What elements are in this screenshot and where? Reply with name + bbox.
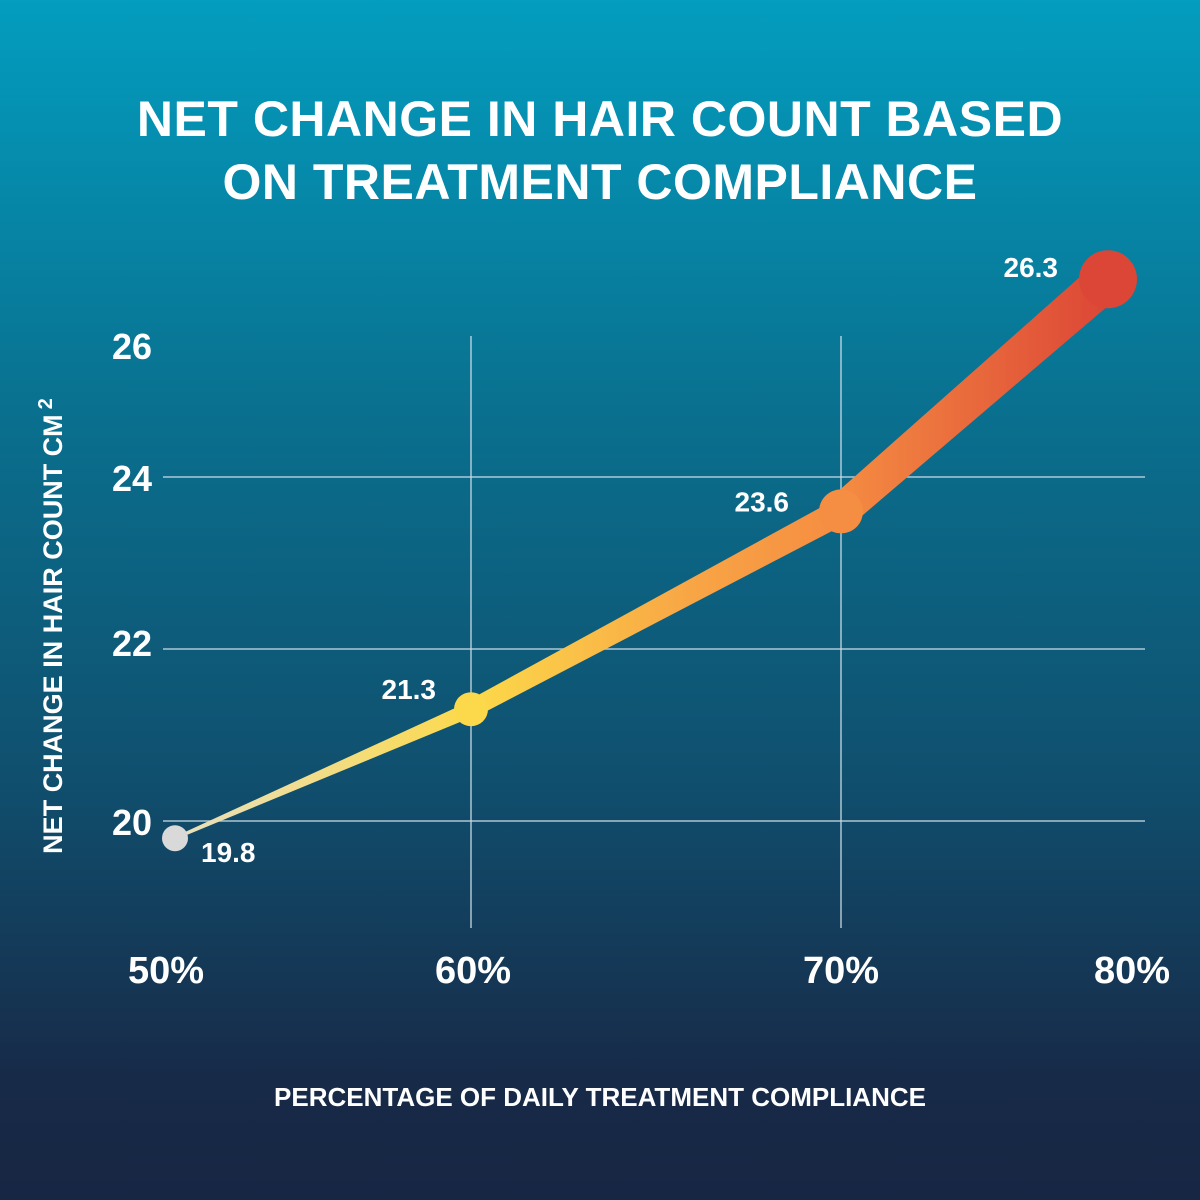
- x-tick-label: 80%: [1094, 950, 1170, 992]
- y-axis-ticks: 20 22 24 26: [112, 326, 152, 843]
- series-line-segment: [829, 263, 1122, 525]
- data-points: [162, 250, 1137, 852]
- data-label: 23.6: [735, 486, 790, 517]
- y-axis-label-superscript: 2: [35, 398, 57, 410]
- data-label: 21.3: [382, 674, 437, 705]
- y-axis-label-text: NET CHANGE IN HAIR COUNT CM: [38, 414, 68, 854]
- data-point: [1079, 250, 1137, 309]
- series-line: [174, 263, 1122, 840]
- y-tick-label: 22: [112, 623, 152, 664]
- data-labels: 19.8 21.3 23.6 26.3: [201, 252, 1058, 868]
- data-point: [454, 692, 488, 727]
- y-axis-label: NET CHANGE IN HAIR COUNT CM 2: [35, 398, 69, 854]
- chart-title-line-2: ON TREATMENT COMPLIANCE: [222, 154, 978, 210]
- series-line-segment: [174, 702, 475, 840]
- series-line-segment: [466, 499, 848, 718]
- x-axis-label: PERCENTAGE OF DAILY TREATMENT COMPLIANCE: [274, 1082, 926, 1112]
- chart-title-line-1: NET CHANGE IN HAIR COUNT BASED: [136, 91, 1064, 147]
- y-tick-label: 20: [112, 802, 152, 843]
- x-axis-ticks: 50% 60% 70% 80%: [128, 950, 1170, 992]
- y-tick-label: 26: [112, 326, 152, 367]
- data-label: 26.3: [1004, 252, 1059, 283]
- data-point: [819, 489, 863, 534]
- grid-lines: [163, 336, 1145, 928]
- data-point: [162, 825, 188, 852]
- x-tick-label: 50%: [128, 950, 204, 992]
- x-tick-label: 60%: [435, 950, 511, 992]
- data-label: 19.8: [201, 837, 256, 868]
- chart-title: NET CHANGE IN HAIR COUNT BASED ON TREATM…: [0, 88, 1200, 214]
- y-tick-label: 24: [112, 458, 152, 499]
- x-tick-label: 70%: [803, 950, 879, 992]
